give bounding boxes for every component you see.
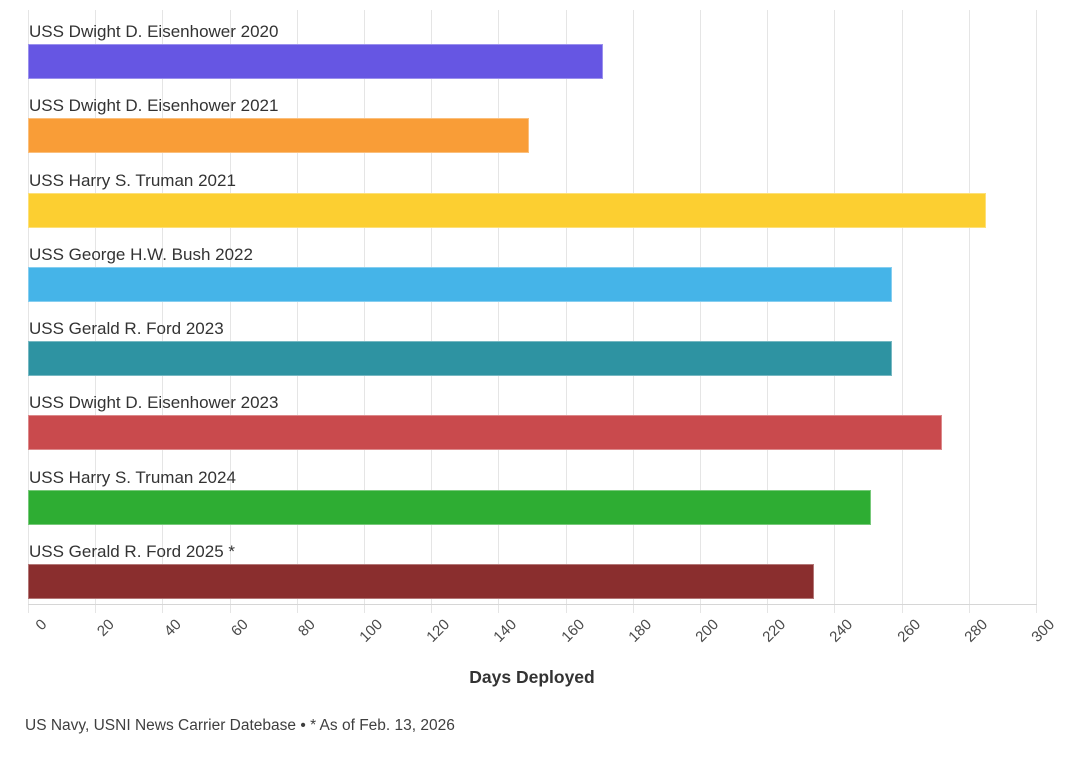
bar-row: USS Dwight D. Eisenhower 2021 <box>28 84 1036 158</box>
bar-row: USS Dwight D. Eisenhower 2020 <box>28 10 1036 84</box>
gridline <box>632 10 634 613</box>
bar-label: USS Gerald R. Ford 2025 * <box>29 541 235 561</box>
bar-label: USS Dwight D. Eisenhower 2023 <box>29 393 279 413</box>
x-tick-label: 260 <box>893 616 924 646</box>
bar-label: USS Dwight D. Eisenhower 2020 <box>29 22 279 41</box>
bar <box>28 415 942 451</box>
x-tick-label: 100 <box>356 616 387 646</box>
bar-row: USS Gerald R. Ford 2025 * <box>28 530 1036 604</box>
x-tick-label: 140 <box>490 616 521 646</box>
gridline <box>700 10 701 613</box>
plot-area: USS Dwight D. Eisenhower 2020 USS Dwight … <box>28 10 1037 613</box>
bar-row: USS Gerald R. Ford 2023 <box>28 307 1036 381</box>
source-note: US Navy, USNI News Carrier Datebase • * … <box>25 717 455 734</box>
x-tick-label: 20 <box>93 616 118 640</box>
gridline <box>565 10 567 613</box>
x-tick-label: 80 <box>295 616 319 640</box>
gridline <box>767 10 769 613</box>
bar-row: USS Dwight D. Eisenhower 2023 <box>28 381 1036 455</box>
x-tick-label: 0 <box>32 616 51 634</box>
bar <box>28 489 872 525</box>
gridline <box>95 10 97 613</box>
x-tick-label: 160 <box>557 616 588 646</box>
bar <box>28 266 892 302</box>
x-tick-label: 40 <box>160 616 185 640</box>
bar <box>28 192 986 228</box>
gridline <box>901 10 903 613</box>
gridline <box>28 10 29 613</box>
x-axis-title: Days Deployed <box>469 667 595 687</box>
x-tick-label: 200 <box>692 616 723 646</box>
bar-label: USS George H.W. Bush 2022 <box>29 244 253 264</box>
bar <box>28 44 603 79</box>
x-tick-label: 120 <box>423 616 454 646</box>
bar-row: USS Harry S. Truman 2024 <box>28 456 1036 530</box>
bar-label: USS Gerald R. Ford 2023 <box>29 319 224 338</box>
bar-label: USS Harry S. Truman 2024 <box>29 467 236 487</box>
gridline <box>968 10 970 613</box>
gridline <box>162 10 164 613</box>
gridline <box>296 10 298 613</box>
x-tick-label: 280 <box>961 616 991 646</box>
x-tick-label: 220 <box>759 616 790 646</box>
bar-label: USS Harry S. Truman 2021 <box>29 170 236 190</box>
bar <box>28 118 529 154</box>
bar-row: USS Harry S. Truman 2021 <box>28 159 1036 233</box>
gridline <box>229 10 231 613</box>
bar <box>28 341 892 376</box>
x-tick-label: 240 <box>826 616 857 646</box>
gridline <box>1036 10 1037 613</box>
gridline <box>431 10 433 613</box>
bar <box>28 563 815 599</box>
x-axis-line <box>28 604 1037 605</box>
bar-row: USS George H.W. Bush 2022 <box>28 233 1036 307</box>
x-tick-label: 180 <box>625 616 655 646</box>
x-tick-label: 300 <box>1028 616 1059 646</box>
gridline <box>834 10 836 613</box>
x-tick-label: 60 <box>227 616 252 640</box>
gridline <box>498 10 500 613</box>
bar-label: USS Dwight D. Eisenhower 2021 <box>29 96 279 116</box>
gridline <box>364 10 365 613</box>
